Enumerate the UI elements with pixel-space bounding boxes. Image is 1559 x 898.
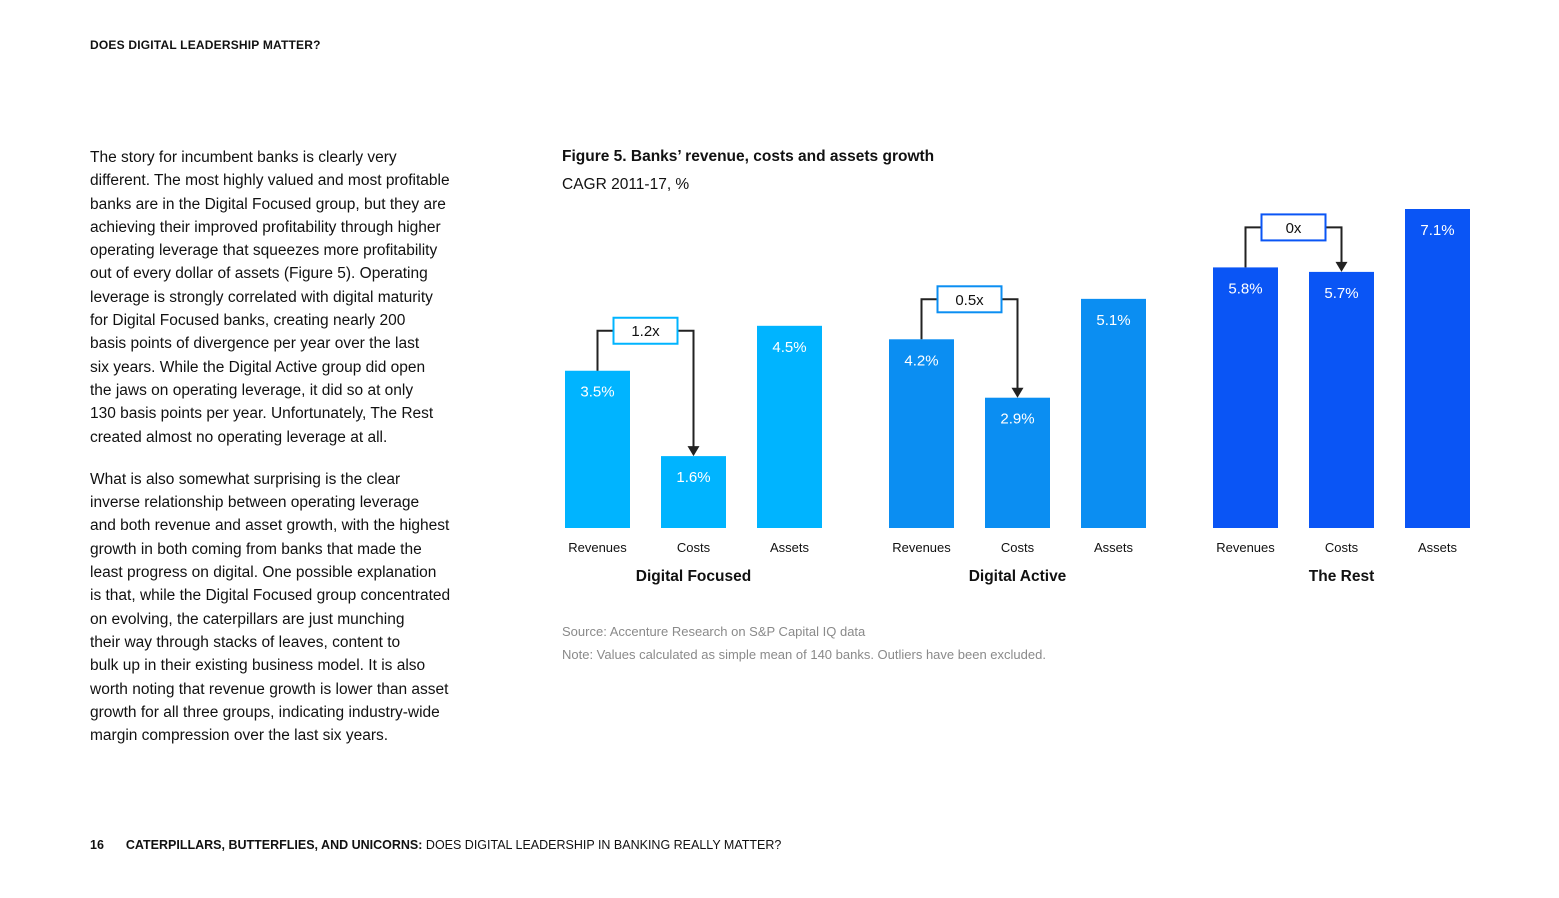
text-line: growth in both coming from banks that ma… [90,540,422,558]
figure-note: Note: Values calculated as simple mean o… [562,647,1046,662]
text-line: basis points of divergence per year over… [90,335,420,353]
page-footer: 16 CATERPILLARS, BUTTERFLIES, AND UNICORN… [90,838,781,852]
text-line: is that, while the Digital Focused group… [90,587,451,605]
category-tick-label: Revenues [1216,540,1275,555]
text-line: achieving their improved profitability t… [90,218,441,236]
group-label: Digital Active [969,568,1067,585]
leverage-label: 0.5x [955,292,984,309]
text-line: for Digital Focused banks, creating near… [90,312,406,330]
text-line: the jaws on operating leverage, it did s… [90,381,414,399]
text-line: out of every dollar of assets (Figure 5)… [90,265,428,283]
bar-costs [1309,271,1374,528]
text-line: worth noting that revenue growth is lowe… [90,680,449,698]
group-label: The Rest [1309,568,1374,585]
text-line: banks are in the Digital Focused group, … [90,195,446,213]
category-tick-label: Assets [770,540,810,555]
bar-value-label: 4.2% [904,352,938,369]
category-tick-label: Costs [1325,540,1359,555]
text-line: different. The most highly valued and mo… [90,172,450,190]
bar-value-label: 7.1% [1420,222,1454,239]
leverage-label: 1.2x [631,323,660,340]
figure-source: Source: Accenture Research on S&P Capita… [562,624,866,639]
page-number: 16 [90,838,104,852]
bar-costs [661,456,726,528]
text-line: on evolving, the caterpillars are just m… [90,610,405,628]
page-header-title: DOES DIGITAL LEADERSHIP MATTER? [90,38,321,52]
text-line: leverage is strongly correlated with dig… [90,288,433,306]
text-line: six years. While the Digital Active grou… [90,358,426,376]
text-line: 130 basis points per year. Unfortunately… [90,405,434,423]
leverage-box [1260,213,1327,242]
leverage-arrowhead [687,446,700,457]
bar-value-label: 5.1% [1096,312,1130,329]
bar-assets [757,325,822,528]
text-line: bulk up in their existing business model… [90,657,426,675]
text-line: their way through stacks of leaves, cont… [90,633,401,651]
bar-revenues [889,339,954,528]
category-tick-label: Revenues [568,540,627,555]
text-line: What is also somewhat surprising is the … [90,470,401,488]
text-line: growth for all three groups, indicating … [90,703,440,721]
bar-value-label: 5.8% [1228,280,1262,297]
text-line: least progress on digital. One possible … [90,564,437,582]
text-line: operating leverage that squeezes more pr… [90,242,438,260]
leverage-arrowhead [1335,261,1348,272]
body-text: The story for incumbent banks is clearly… [90,146,510,766]
leverage-arrowhead [1011,387,1024,398]
text-line: and both revenue and asset growth, with … [90,517,450,535]
leverage-label: 0x [1286,220,1302,237]
paragraph-1: The story for incumbent banks is clearly… [90,146,510,449]
category-tick-label: Revenues [892,540,951,555]
bar-value-label: 4.5% [772,339,806,356]
bar-value-label: 3.5% [580,384,614,401]
bar-assets [1405,209,1470,528]
bar-assets [1081,298,1146,528]
group-label: Digital Focused [636,568,751,585]
bar-value-label: 1.6% [676,469,710,486]
bar-revenues [1213,267,1278,528]
footer-subtitle: DOES DIGITAL LEADERSHIP IN BANKING REALL… [422,838,782,852]
text-line: created almost no operating leverage at … [90,428,388,446]
figure-subtitle: CAGR 2011-17, % [562,176,690,193]
category-tick-label: Costs [677,540,711,555]
category-tick-label: Costs [1001,540,1035,555]
text-line: The story for incumbent banks is clearly… [90,149,397,166]
figure-source-note: Source: Accenture Research on S&P Capita… [562,620,1046,666]
footer-series-title: CATERPILLARS, BUTTERFLIES, AND UNICORNS: [125,838,423,852]
category-tick-label: Assets [1094,540,1134,555]
leverage-box [936,285,1003,314]
bar-costs [985,397,1050,528]
paragraph-2: What is also somewhat surprising is the … [90,468,510,748]
figure-title: Figure 5. Banks’ revenue, costs and asse… [562,148,935,165]
leverage-box [612,316,679,345]
category-tick-label: Assets [1418,540,1458,555]
text-line: margin compression over the last six yea… [90,727,389,745]
bar-revenues [565,370,630,528]
text-line: inverse relationship between operating l… [90,494,420,512]
bar-value-label: 5.7% [1324,285,1358,302]
bar-value-label: 2.9% [1000,411,1034,428]
